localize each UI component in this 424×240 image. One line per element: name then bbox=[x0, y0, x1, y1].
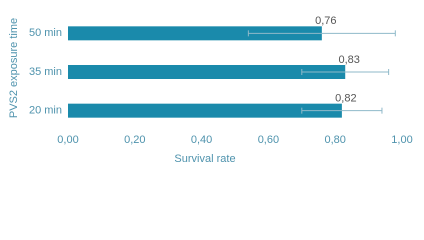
x-tick-label: 1,00 bbox=[391, 134, 412, 146]
chart: Survival rate PVS2 exposure time 0,00 0,2… bbox=[8, 15, 413, 165]
x-tick-label: 0,20 bbox=[124, 134, 145, 146]
y-axis-title: PVS2 exposure time bbox=[8, 18, 20, 118]
x-tick-label: 0,80 bbox=[324, 134, 345, 146]
y-tick-label: 50 min bbox=[29, 27, 62, 39]
bar bbox=[68, 26, 322, 41]
y-tick-label: 20 min bbox=[29, 105, 62, 117]
bar bbox=[68, 65, 346, 79]
value-label: 0,83 bbox=[339, 54, 360, 66]
x-tick-label: 0,60 bbox=[258, 134, 279, 146]
value-label: 0,76 bbox=[315, 15, 336, 27]
x-tick-label: 0,00 bbox=[57, 134, 78, 146]
x-tick-label: 0,40 bbox=[191, 134, 212, 146]
bar bbox=[68, 103, 342, 118]
value-label: 0,82 bbox=[335, 93, 356, 105]
x-axis-title: Survival rate bbox=[174, 153, 235, 165]
y-tick-label: 35 min bbox=[29, 66, 62, 78]
